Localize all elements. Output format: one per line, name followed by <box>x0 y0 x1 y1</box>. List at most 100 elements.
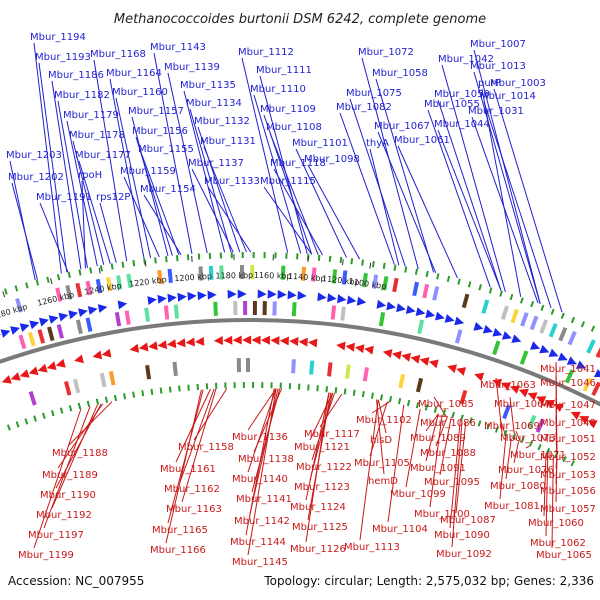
forward-gene-arrow <box>157 294 167 304</box>
gene-feature-box <box>245 357 251 373</box>
gene-feature-box <box>519 350 529 365</box>
ring-tick <box>580 321 586 328</box>
leader-line <box>165 389 202 544</box>
ring-tick <box>25 282 29 289</box>
forward-gene-arrow <box>327 293 337 303</box>
gene-feature-box <box>56 324 64 339</box>
gene-label: Mbur_1186 <box>48 70 104 81</box>
ring-tick <box>59 407 64 414</box>
leader-line <box>515 430 521 443</box>
gene-label: Mbur_1056 <box>540 486 596 497</box>
gene-label: Mbur_1145 <box>232 557 288 568</box>
gene-label: Mbur_1007 <box>470 39 526 50</box>
forward-gene-arrow <box>473 322 484 331</box>
gene-feature-box <box>378 311 386 327</box>
leader-line <box>135 136 173 256</box>
leader-line <box>481 88 522 297</box>
gene-label: Mbur_1071 <box>510 450 566 461</box>
ring-tick <box>175 255 179 262</box>
forward-gene-arrow <box>396 303 406 313</box>
ring-tick <box>530 300 535 308</box>
gene-label: Mbur_1118 <box>270 158 326 169</box>
ring-tick <box>570 316 575 324</box>
ring-tick <box>104 396 109 403</box>
ring-tick <box>537 444 542 451</box>
gene-label: Mbur_1108 <box>266 122 322 133</box>
ring-tick <box>478 284 482 291</box>
forward-gene-arrow <box>337 294 347 304</box>
gene-feature-box <box>311 267 317 282</box>
forward-gene-arrow <box>267 289 277 299</box>
forward-gene-arrow <box>444 314 455 323</box>
forward-gene-arrow <box>167 293 177 303</box>
reverse-gene-arrow <box>308 338 318 348</box>
ring-tick <box>562 455 567 463</box>
reverse-gene-arrow <box>28 366 39 376</box>
gene-feature-box <box>85 317 93 332</box>
gene-label: rpoH <box>78 170 102 181</box>
leader-line <box>441 64 506 293</box>
ring-tick <box>15 421 20 428</box>
gene-label: Mbur_1179 <box>63 110 119 121</box>
gene-label: Mbur_1052 <box>540 452 596 463</box>
forward-gene-arrow <box>415 307 426 316</box>
reverse-gene-arrow <box>195 336 205 346</box>
gene-label: Mbur_1165 <box>152 525 208 536</box>
gene-feature-box <box>309 360 315 375</box>
gene-label: Mbur_1090 <box>434 530 490 541</box>
gene-feature-box <box>219 265 224 280</box>
reverse-gene-arrow <box>579 416 590 425</box>
reverse-gene-arrow <box>270 336 280 346</box>
forward-gene-arrow <box>0 329 11 338</box>
gene-label: Mbur_1014 <box>480 91 536 102</box>
gene-label: Mbur_1042 <box>438 54 494 65</box>
ring-tick <box>68 405 73 412</box>
reverse-gene-arrow <box>37 363 48 373</box>
reverse-gene-arrow <box>10 372 21 381</box>
kbp-tick-label: 1260 kbp <box>36 290 75 308</box>
gene-label: Mbur_1191 <box>36 192 92 203</box>
leader-line <box>387 404 405 523</box>
gene-label: Mbur_1124 <box>290 502 346 513</box>
reverse-gene-arrow <box>345 342 355 352</box>
gene-label: Mbur_1044 <box>434 119 490 130</box>
gene-label: Mbur_1112 <box>238 47 294 58</box>
gene-label: Mbur_1160 <box>112 87 168 98</box>
forward-gene-arrow <box>29 320 40 330</box>
leader-line <box>505 438 512 480</box>
gene-feature-box <box>344 364 351 379</box>
reverse-gene-arrow <box>46 361 57 370</box>
reverse-gene-arrow <box>74 354 84 364</box>
gene-label: Mbur_1161 <box>160 464 216 475</box>
gene-feature-box <box>459 389 468 405</box>
gene-label: Mbur_1104 <box>372 524 428 535</box>
forward-gene-arrow <box>58 312 69 322</box>
gene-feature-box <box>481 299 490 314</box>
gene-feature-box <box>37 329 46 344</box>
gene-feature-box <box>422 283 430 299</box>
leader-line <box>449 420 461 529</box>
gene-feature-box <box>539 319 549 334</box>
forward-gene-arrow <box>435 311 445 321</box>
ring-tick <box>150 388 154 395</box>
ring-tick <box>406 399 411 407</box>
gene-label: thyA <box>366 138 389 149</box>
gene-feature-box <box>301 266 307 281</box>
ring-tick <box>14 285 19 292</box>
reverse-gene-arrow <box>101 348 112 358</box>
kbp-tick-label: 1180 kbp <box>215 271 253 281</box>
reverse-gene-arrow <box>392 350 402 360</box>
reverse-gene-arrow <box>166 339 177 349</box>
forward-gene-arrow <box>376 299 387 309</box>
forward-gene-arrow <box>454 316 465 326</box>
leader-line <box>305 392 330 501</box>
leader-line <box>183 90 226 253</box>
kbp-tick-mark <box>2 291 6 298</box>
gene-label: Mbur_1132 <box>194 116 250 127</box>
gene-feature-box <box>15 298 23 313</box>
ring-tick <box>141 390 145 397</box>
ring-tick <box>33 415 37 422</box>
reverse-gene-arrow <box>242 335 252 345</box>
gene-label: Mbur_1113 <box>344 542 400 553</box>
forward-gene-arrow <box>317 292 327 302</box>
